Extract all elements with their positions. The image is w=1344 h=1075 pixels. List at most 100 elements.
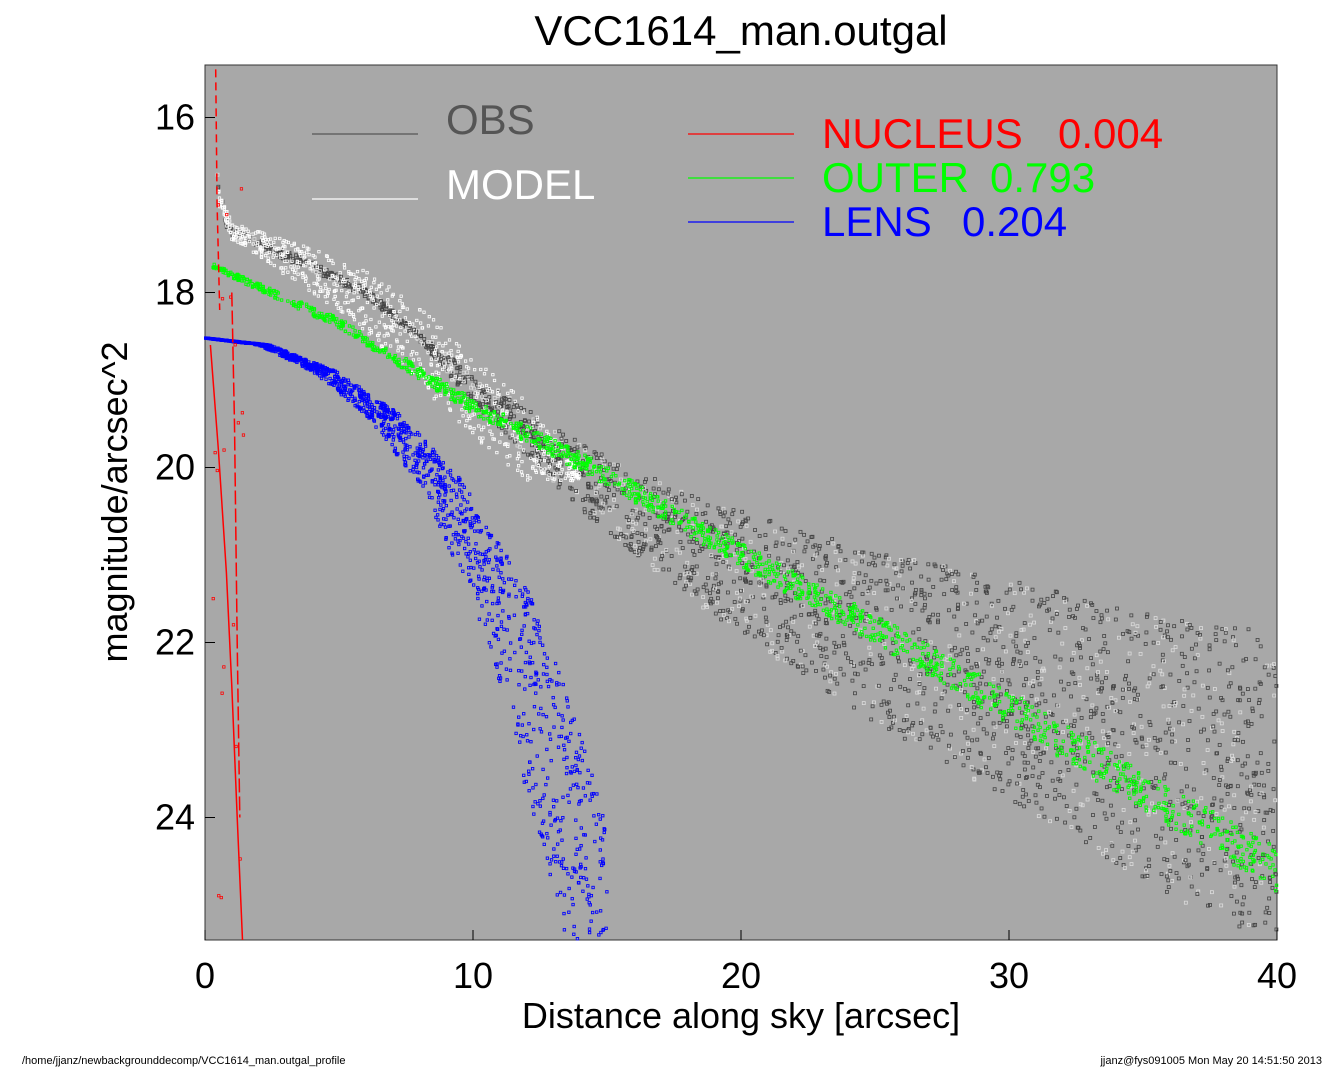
- obs-point: [701, 605, 706, 610]
- obs-point: [908, 558, 913, 563]
- obs-point: [1235, 784, 1240, 789]
- obs-point: [775, 639, 780, 644]
- obs-point: [1010, 748, 1015, 752]
- obs-point: [1082, 598, 1087, 603]
- obs-point: [1100, 680, 1104, 685]
- obs-point: [978, 716, 983, 720]
- obs-point: [976, 619, 981, 624]
- obs-point: [1000, 661, 1004, 666]
- obs-point: [944, 759, 949, 764]
- obs-point: [1119, 787, 1124, 792]
- obs-point: [978, 681, 983, 686]
- obs-point: [1072, 712, 1077, 717]
- obs-point: [703, 511, 708, 516]
- obs-point: [1031, 750, 1036, 754]
- obs-point: [1211, 802, 1215, 807]
- obs-point: [1116, 825, 1120, 830]
- obs-point: [874, 581, 879, 586]
- obs-point: [1102, 811, 1107, 816]
- obs-point: [1065, 760, 1069, 765]
- scatter-layer: [204, 172, 1279, 941]
- obs-point: [736, 519, 741, 524]
- obs-point: [1199, 796, 1204, 801]
- obs-point: [1261, 831, 1266, 835]
- obs-point: [643, 479, 647, 484]
- obs-point: [700, 512, 705, 516]
- obs-point: [448, 359, 452, 363]
- obs-point: [934, 686, 939, 691]
- obs-point: [909, 608, 914, 612]
- obs-point: [1238, 823, 1243, 827]
- obs-point: [1004, 724, 1009, 729]
- obs-point: [952, 673, 957, 678]
- obs-point: [1133, 838, 1137, 843]
- obs-point: [921, 691, 926, 696]
- obs-point: [1028, 613, 1033, 618]
- obs-point: [419, 333, 424, 338]
- obs-point: [1158, 737, 1163, 742]
- obs-point: [1270, 885, 1275, 890]
- obs-point: [1085, 603, 1090, 608]
- obs-point: [714, 572, 719, 577]
- obs-point: [1058, 770, 1063, 774]
- obs-point: [1011, 639, 1016, 644]
- obs-point: [1071, 788, 1076, 793]
- obs-point: [981, 647, 985, 652]
- obs-point: [964, 646, 969, 651]
- obs-point: [1158, 750, 1163, 755]
- obs-point: [995, 661, 999, 665]
- obs-point: [1026, 799, 1031, 803]
- obs-point: [850, 559, 855, 564]
- obs-point: [1053, 654, 1058, 659]
- obs-point: [971, 700, 976, 704]
- obs-point: [1090, 662, 1095, 667]
- obs-point: [1166, 623, 1170, 628]
- obs-point: [1194, 642, 1198, 647]
- obs-point: [885, 710, 890, 715]
- obs-point: [840, 580, 845, 585]
- obs-point: [901, 729, 906, 733]
- obs-point: [846, 656, 850, 661]
- obs-point: [832, 650, 837, 655]
- obs-point: [1163, 730, 1168, 735]
- obs-point: [814, 668, 818, 673]
- obs-point: [1222, 712, 1227, 717]
- obs-point: [803, 579, 808, 583]
- obs-point: [1212, 796, 1217, 801]
- obs-point: [1133, 818, 1138, 823]
- obs-point: [641, 544, 646, 549]
- obs-point: [872, 591, 877, 595]
- obs-point: [473, 379, 478, 384]
- obs-point: [1105, 733, 1110, 737]
- obs-point: [1153, 616, 1158, 621]
- obs-point: [1169, 637, 1173, 642]
- obs-point: [1207, 643, 1212, 648]
- obs-point: [841, 672, 846, 677]
- obs-point: [940, 730, 945, 735]
- obs-point: [1108, 803, 1113, 808]
- obs-point: [1098, 659, 1103, 664]
- obs-point: [863, 573, 868, 578]
- obs-point: [1092, 791, 1097, 796]
- obs-point: [1116, 635, 1121, 640]
- obs-point: [978, 750, 983, 755]
- obs-point: [564, 439, 569, 443]
- obs-point: [814, 571, 819, 576]
- obs-point: [1008, 633, 1013, 638]
- obs-point: [1226, 785, 1230, 790]
- obs-point: [773, 529, 777, 534]
- obs-point: [659, 523, 664, 528]
- obs-point: [1154, 625, 1159, 629]
- obs-point: [970, 738, 975, 743]
- obs-point: [1022, 621, 1027, 626]
- obs-point: [1126, 659, 1131, 664]
- obs-point: [1105, 855, 1109, 860]
- obs-point: [989, 627, 994, 632]
- obs-point: [740, 608, 745, 613]
- obs-point: [975, 648, 980, 653]
- obs-point: [1105, 670, 1109, 674]
- obs-point: [906, 703, 911, 708]
- obs-point: [695, 587, 700, 592]
- obs-point: [984, 657, 989, 662]
- obs-point: [926, 562, 931, 567]
